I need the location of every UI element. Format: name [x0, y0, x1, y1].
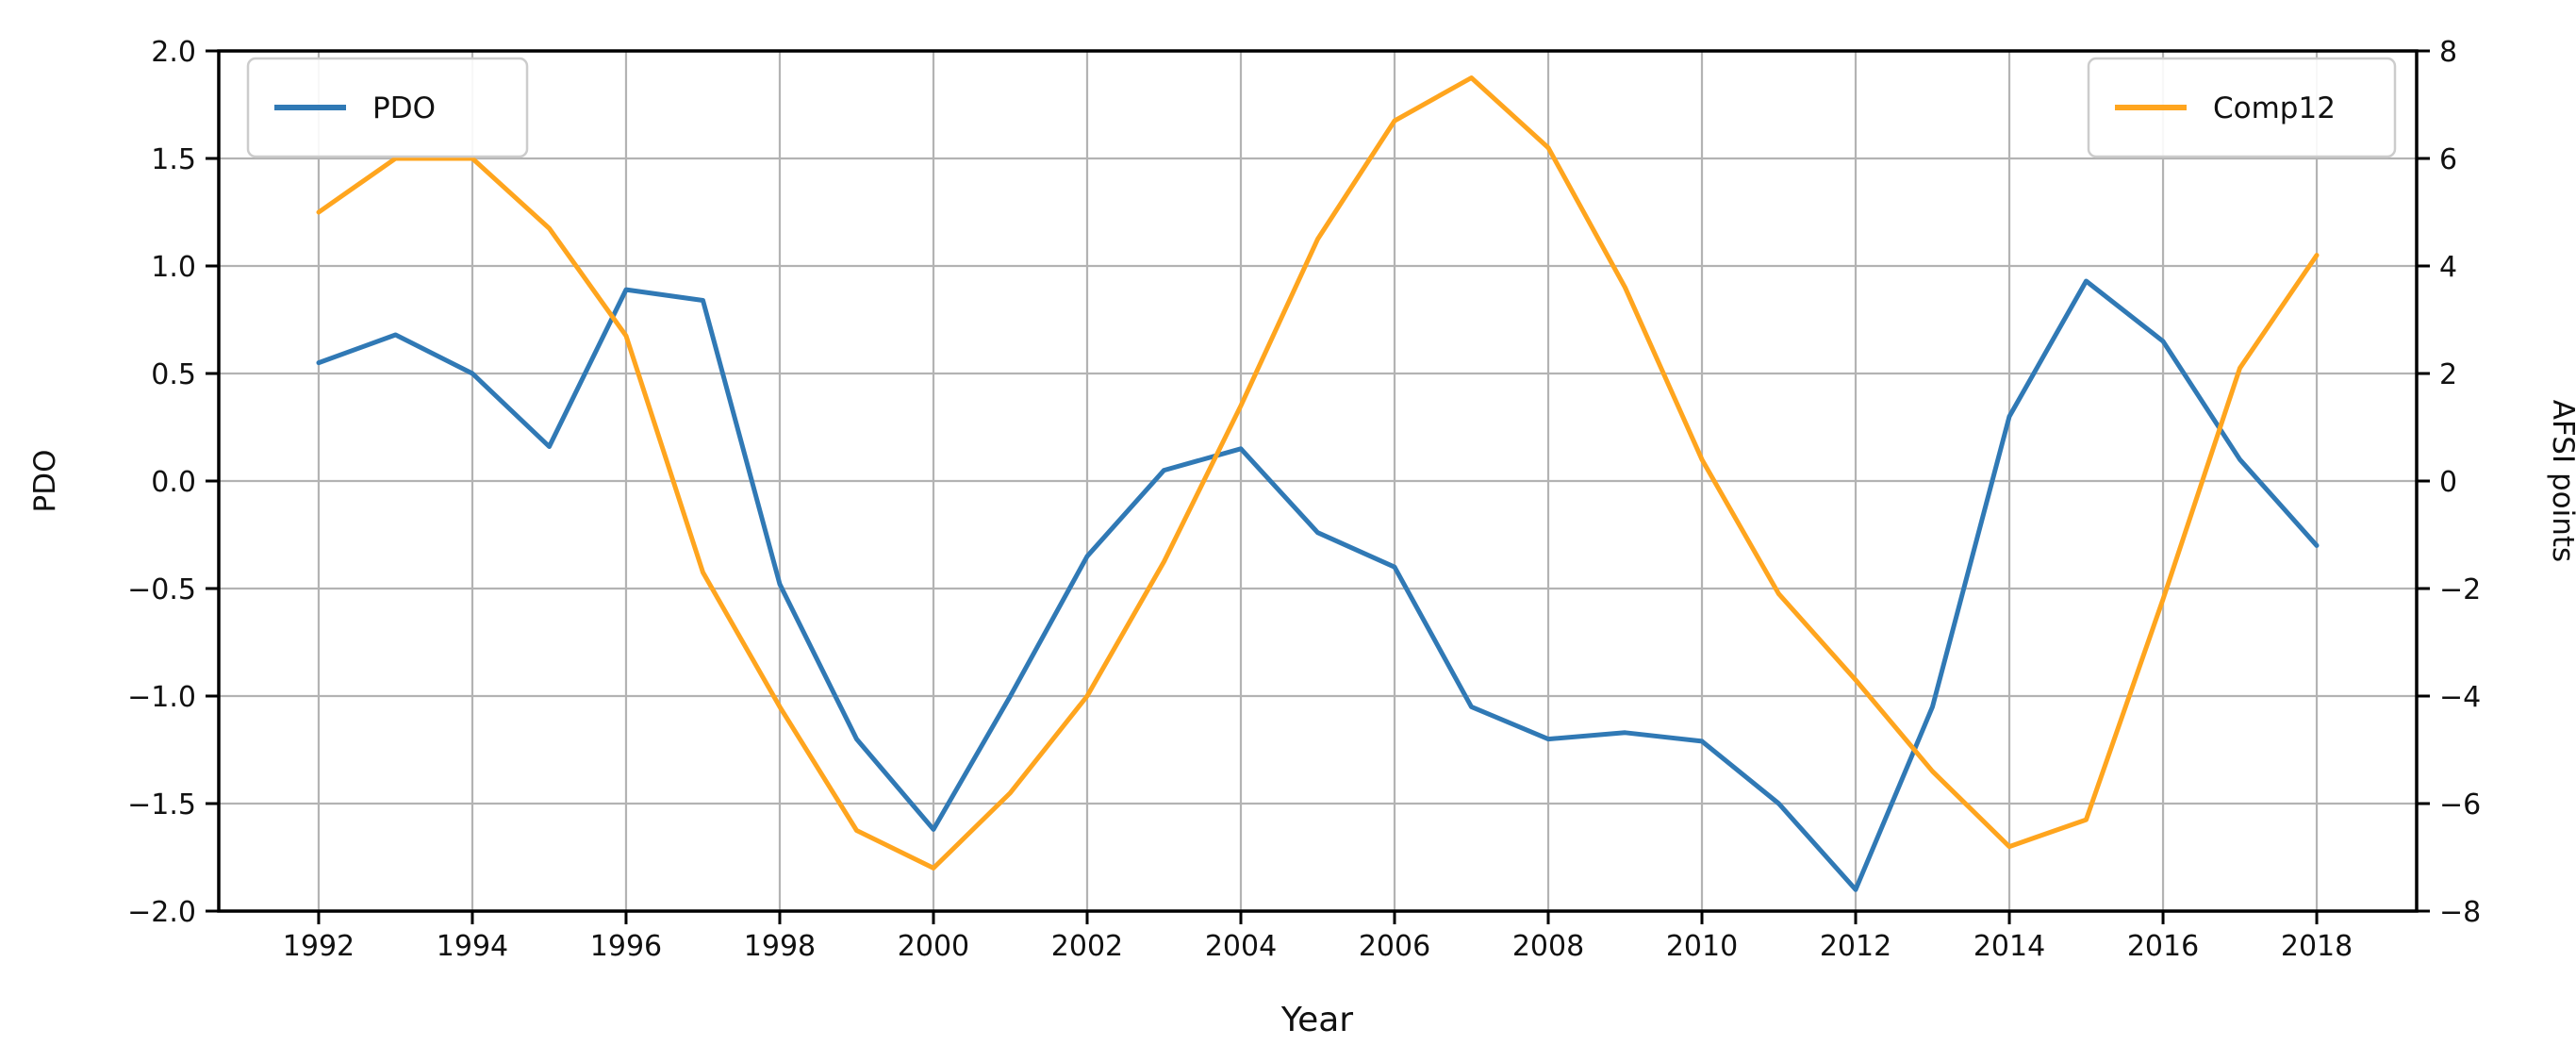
tick-label-yleft-0.5: 0.5 — [151, 358, 196, 391]
tick-label-yright-0: 0 — [2439, 466, 2457, 499]
tick-label-yright--2: −2 — [2439, 573, 2481, 606]
data-series — [316, 75, 2320, 892]
tick-label-yleft--1: −1.0 — [127, 681, 196, 714]
series-line-comp12 — [316, 75, 2320, 871]
tick-label-x-2000: 2000 — [898, 930, 969, 963]
tick-label-yleft-0: 0.0 — [151, 466, 196, 499]
tick-label-x-2018: 2018 — [2281, 930, 2353, 963]
tick-label-yleft-1.5: 1.5 — [151, 143, 196, 176]
y-axis-title-right: AFSI points — [2546, 400, 2576, 562]
plot-border — [217, 49, 2419, 913]
legend-pdo-box — [246, 57, 529, 158]
series-line-pdo — [316, 278, 2320, 892]
tick-label-x-2006: 2006 — [1359, 930, 1430, 963]
tick-label-x-2004: 2004 — [1205, 930, 1277, 963]
tick-label-x-2016: 2016 — [2127, 930, 2199, 963]
tick-label-x-2002: 2002 — [1051, 930, 1123, 963]
tick-label-yright--6: −6 — [2439, 788, 2481, 821]
tick-label-yleft--2: −2.0 — [127, 896, 196, 929]
tick-label-yleft--1.5: −1.5 — [127, 788, 196, 821]
legend-pdo-label: PDO — [372, 91, 436, 125]
tick-label-x-2010: 2010 — [1666, 930, 1738, 963]
legend-pdo: PDO — [246, 57, 529, 158]
tick-label-yright-6: 6 — [2439, 143, 2457, 176]
legend-comp12-box — [2087, 57, 2397, 158]
tick-label-x-1998: 1998 — [744, 930, 816, 963]
tick-label-yright-8: 8 — [2439, 36, 2457, 69]
tick-label-yleft-1: 1.0 — [151, 251, 196, 284]
legend-comp12-label: Comp12 — [2213, 91, 2336, 125]
tick-label-x-1994: 1994 — [437, 930, 508, 963]
tick-label-yleft-2: 2.0 — [151, 36, 196, 69]
x-axis-title: Year — [1280, 1001, 1353, 1039]
tick-label-x-2008: 2008 — [1512, 930, 1584, 963]
tick-label-x-2012: 2012 — [1820, 930, 1891, 963]
legend-comp12: Comp12 — [2087, 57, 2397, 158]
tick-labels: 1992 1994 1996 1998 2000 2002 2004 2006 2008 2010… — [127, 36, 2481, 963]
tick-label-x-1996: 1996 — [590, 930, 662, 963]
tick-label-x-1992: 1992 — [283, 930, 355, 963]
tick-label-yright-2: 2 — [2439, 358, 2457, 391]
y-axis-title-left: PDO — [28, 450, 62, 513]
gridlines — [219, 51, 2417, 911]
tick-label-yright--4: −4 — [2439, 681, 2481, 714]
tick-label-yleft--0.5: −0.5 — [127, 573, 196, 606]
tick-label-x-2014: 2014 — [1973, 930, 2045, 963]
tick-marks — [206, 49, 2430, 924]
tick-label-yright-4: 4 — [2439, 251, 2457, 284]
tick-label-yright--8: −8 — [2439, 896, 2481, 929]
